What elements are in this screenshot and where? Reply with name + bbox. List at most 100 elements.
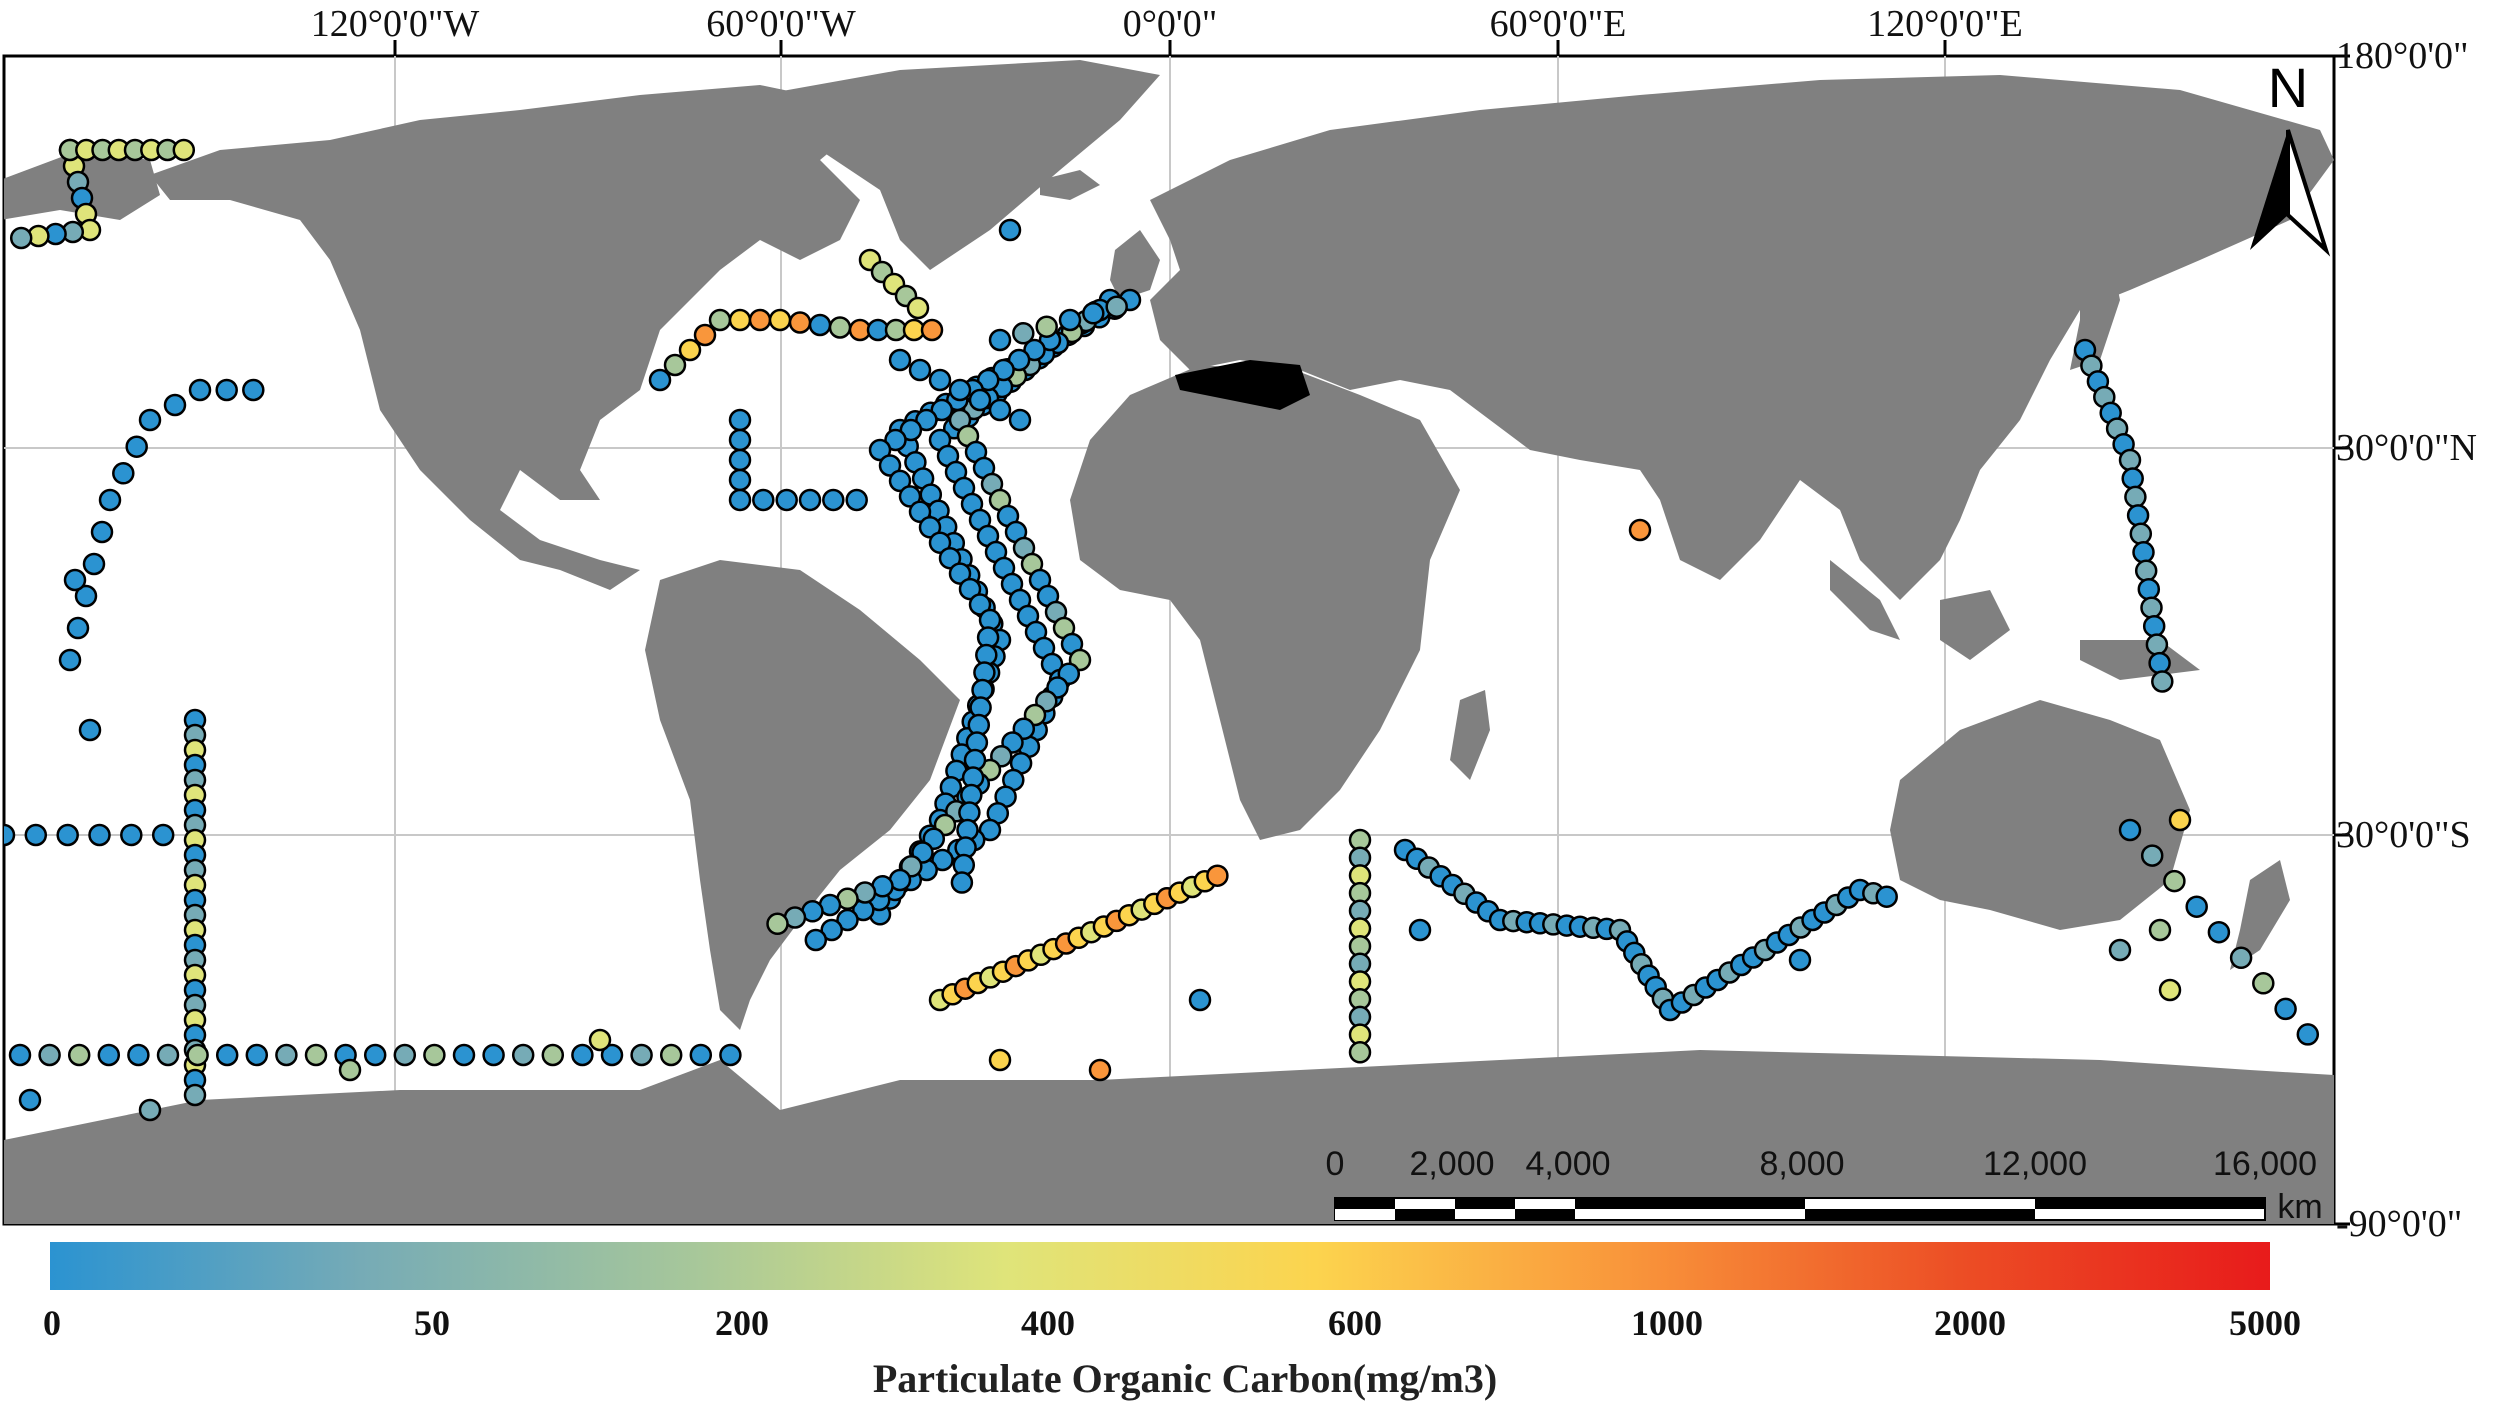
sample-point <box>766 912 789 936</box>
sample-point <box>950 871 974 894</box>
sample-point <box>728 488 752 512</box>
sample-point <box>8 1043 32 1067</box>
sample-point <box>948 378 972 402</box>
sample-point <box>125 435 148 458</box>
sample-point <box>728 408 752 432</box>
sample-point <box>588 1028 612 1052</box>
sample-point <box>775 488 798 512</box>
sample-point <box>151 823 175 847</box>
sample-point <box>127 1043 150 1067</box>
sample-point <box>988 398 1012 422</box>
british-isles <box>1110 230 1160 300</box>
sample-point <box>24 823 48 847</box>
sample-point <box>2158 978 2182 1002</box>
sample-point <box>1408 918 1432 942</box>
sample-point <box>112 462 135 485</box>
sample-point <box>888 469 912 493</box>
sample-point <box>172 138 196 162</box>
sample-point <box>2274 997 2297 1021</box>
sample-point <box>97 1043 121 1067</box>
sample-point <box>748 308 772 332</box>
sample-point <box>663 353 687 377</box>
sample-point <box>958 577 982 601</box>
sample-point <box>2145 633 2169 656</box>
sample-point <box>868 438 892 462</box>
new-guinea <box>2080 640 2200 680</box>
sample-point <box>1875 885 1898 908</box>
sample-point <box>482 1043 505 1067</box>
sample-point <box>156 1043 180 1067</box>
sample-point <box>66 616 90 640</box>
sample-point <box>2108 938 2132 962</box>
sample-point <box>728 468 752 492</box>
cb-label-600: 600 <box>1328 1303 1382 1343</box>
scale-label-16000: 16,000 <box>2213 1145 2317 1183</box>
sample-point <box>138 408 162 432</box>
sample-point <box>1012 322 1035 345</box>
sample-point <box>511 1043 535 1067</box>
colorbar-title: Particulate Organic Carbon(mg/m3) <box>872 1356 1498 1401</box>
sample-point <box>2118 448 2142 472</box>
sample-point <box>275 1043 298 1067</box>
sample-point <box>215 378 238 402</box>
sample-point <box>38 1043 61 1067</box>
lon-label-60w: 60°0'0"W <box>706 3 856 45</box>
sample-point <box>648 368 672 392</box>
sample-point <box>2168 808 2192 832</box>
sample-point <box>888 348 912 372</box>
sample-point <box>1105 295 1128 318</box>
lat-label-30s: 30°0'0"S <box>2336 814 2471 856</box>
sample-point <box>138 1098 162 1122</box>
sample-point <box>1206 864 1229 887</box>
sample-point <box>1023 338 1046 362</box>
sample-point <box>1348 1041 1372 1064</box>
sample-point <box>2132 541 2155 564</box>
sample-point <box>768 308 792 332</box>
sample-point <box>968 388 992 412</box>
sample-point <box>689 1043 713 1067</box>
sample-point <box>1188 988 1212 1012</box>
sample-points <box>4 138 2320 1122</box>
sample-point <box>2296 1023 2320 1046</box>
sample-point <box>571 1043 594 1067</box>
sample-point <box>82 552 106 576</box>
sample-point <box>188 378 212 402</box>
sample-point <box>1088 1058 1112 1082</box>
sample-point <box>67 1043 91 1067</box>
sample-point <box>1788 948 1812 972</box>
scale-label-0: 0 <box>1325 1145 1345 1183</box>
iceland <box>1040 170 1100 200</box>
sample-point <box>1035 315 1058 338</box>
africa <box>1070 365 1460 840</box>
sample-point <box>898 485 922 508</box>
sample-point <box>822 488 845 512</box>
sample-point <box>928 368 952 392</box>
sample-point <box>63 568 87 592</box>
scale-label-12000: 12,000 <box>1983 1145 2087 1183</box>
sample-point <box>820 918 843 942</box>
sample-point <box>968 593 992 616</box>
sample-point <box>2252 972 2275 995</box>
scale-label-4000: 4,000 <box>1525 1145 1611 1183</box>
sample-point <box>693 323 717 347</box>
sample-point <box>752 488 775 512</box>
sample-point <box>2140 596 2163 619</box>
lat-label-180: 180°0'0" <box>2336 35 2469 77</box>
scale-bar <box>1334 1197 2266 1221</box>
sample-point <box>2126 504 2150 527</box>
sample-point <box>2148 651 2171 675</box>
sample-point <box>242 378 265 402</box>
lat-label-30n: 30°0'0"N <box>2336 427 2477 469</box>
sample-point <box>804 928 828 952</box>
sample-point <box>4 823 16 847</box>
sample-point <box>1628 518 1652 542</box>
australia <box>1890 700 2190 930</box>
sample-point <box>908 358 932 382</box>
sample-point <box>56 823 79 847</box>
sample-point <box>338 1058 362 1082</box>
madagascar <box>1450 690 1490 780</box>
lon-label-120w: 120°0'0"W <box>310 3 480 45</box>
sample-point <box>1058 308 1082 332</box>
sample-point <box>9 226 33 250</box>
